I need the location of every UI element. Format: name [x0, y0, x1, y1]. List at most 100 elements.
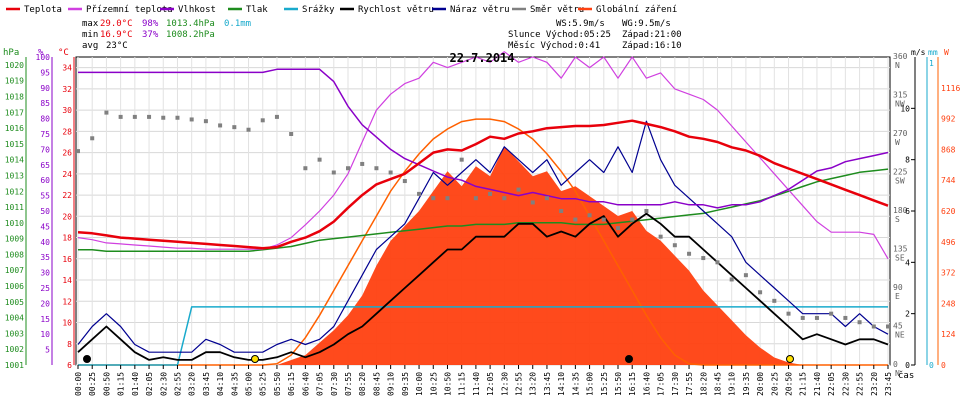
wind-direction-point — [232, 125, 237, 130]
wind-direction-point — [331, 170, 336, 175]
wind-direction-point — [303, 166, 308, 171]
axis-unit-ms: m/s — [911, 48, 926, 57]
wind-direction-point — [289, 132, 294, 136]
tick-ms: 4 — [905, 258, 910, 267]
wind-direction-point — [658, 234, 663, 239]
stat-avg-label: avg — [82, 41, 98, 51]
tick-dir-name: S — [895, 215, 900, 224]
tick-dir-name: SE — [895, 254, 905, 263]
wind-direction-point — [800, 315, 805, 320]
tick-x: 16:40 — [642, 372, 651, 396]
tick-dir-deg: 180 — [893, 206, 908, 215]
wind-direction-point — [402, 179, 407, 184]
tick-dir-deg: 0 — [893, 360, 898, 369]
wind-direction-point — [587, 213, 592, 218]
tick-x: 15:50 — [614, 372, 623, 396]
tick-x: 22:05 — [827, 372, 836, 396]
tick-dir-deg: 135 — [893, 245, 908, 254]
tick-hpa: 1012 — [5, 187, 24, 196]
stat-min-press: 1008.2hPa — [166, 30, 215, 40]
stat-min-hum: 37% — [142, 30, 159, 40]
tick-w: 992 — [941, 115, 956, 124]
tick-pct: 65 — [40, 161, 50, 170]
tick-x: 00:50 — [102, 372, 111, 396]
wind-direction-point — [431, 196, 436, 201]
stat-min-temp: 16.9°C — [100, 30, 133, 40]
wind-direction-point — [857, 320, 862, 325]
tick-x: 00:25 — [88, 372, 97, 396]
wind-direction-point — [516, 187, 521, 192]
legend-label: Teplota — [24, 5, 62, 15]
tick-hpa: 1003 — [5, 329, 24, 338]
tick-x: 08:45 — [372, 372, 381, 396]
tick-w: 496 — [941, 238, 956, 247]
tick-w: 620 — [941, 207, 956, 216]
tick-w: 868 — [941, 145, 956, 154]
wind-direction-point — [147, 114, 152, 119]
tick-x: 20:00 — [756, 372, 765, 396]
tick-degc: 18 — [62, 234, 72, 243]
wind-direction-point — [260, 118, 265, 123]
tick-hpa: 1011 — [5, 203, 24, 212]
wind-direction-point — [360, 161, 365, 166]
series-vlhkost — [78, 68, 889, 209]
tick-w: 248 — [941, 299, 956, 308]
tick-hpa: 1009 — [5, 235, 24, 244]
tick-degc: 20 — [62, 212, 72, 221]
tick-pct: 55 — [40, 192, 50, 201]
tick-dir-deg: 270 — [893, 129, 908, 138]
wind-direction-point — [814, 315, 819, 320]
tick-pct: 60 — [40, 176, 50, 185]
sun-set: Západ:21:00 — [622, 30, 682, 40]
tick-x: 00:00 — [74, 372, 83, 396]
tick-hpa: 1004 — [5, 314, 24, 323]
tick-x: 10:50 — [443, 372, 452, 396]
tick-x: 12:05 — [486, 372, 495, 396]
tick-ms: 6 — [905, 207, 910, 216]
tick-w: 124 — [941, 330, 956, 339]
sunrise-marker — [251, 355, 259, 363]
tick-x: 08:20 — [358, 372, 367, 396]
chart-date-title: 22.7.2014 — [449, 51, 514, 65]
wind-direction-point — [374, 166, 379, 171]
tick-pct: 45 — [40, 222, 50, 231]
legend-label: Vlhkost — [178, 5, 216, 15]
tick-pct: 5 — [45, 346, 50, 355]
tick-x: 15:25 — [600, 372, 609, 396]
tick-x: 06:40 — [301, 372, 310, 396]
tick-pct: 50 — [40, 207, 50, 216]
wind-direction-point — [601, 217, 606, 222]
tick-pct: 30 — [40, 269, 50, 278]
tick-x: 21:15 — [799, 372, 808, 396]
tick-dir-name: SW — [895, 177, 905, 186]
tick-dir-deg: 360 — [893, 52, 908, 61]
tick-hpa: 1005 — [5, 298, 24, 307]
tick-dir-name: E — [895, 292, 900, 301]
tick-pct: 100 — [36, 53, 51, 62]
wind-direction-point — [630, 217, 635, 222]
legend-label: Srážky — [302, 5, 335, 15]
wind-direction-point — [502, 196, 507, 201]
tick-ms: 2 — [905, 310, 910, 319]
tick-pct: 90 — [40, 84, 50, 93]
wind-direction-point — [388, 170, 393, 175]
tick-pct: 20 — [40, 299, 50, 308]
wind-direction-point — [317, 157, 322, 162]
wind-direction-point — [132, 114, 137, 119]
wind-direction-point — [772, 298, 777, 303]
tick-x: 13:20 — [529, 372, 538, 396]
wind-direction-point — [104, 110, 109, 115]
sun-info: Slunce Východ:05:25 — [508, 30, 611, 40]
tick-hpa: 1018 — [5, 92, 24, 101]
tick-x: 04:35 — [230, 372, 239, 396]
tick-degc: 14 — [62, 276, 72, 285]
tick-hpa: 1020 — [5, 61, 24, 70]
tick-x: 13:45 — [543, 372, 552, 396]
tick-pct: 95 — [40, 68, 50, 77]
tick-hpa: 1002 — [5, 345, 24, 354]
wind-ws: WS:5.9m/s — [556, 19, 605, 29]
tick-dir-name: N — [895, 369, 900, 378]
tick-x: 02:30 — [159, 372, 168, 396]
tick-pct: 15 — [40, 315, 50, 324]
tick-degc: 32 — [62, 85, 72, 94]
